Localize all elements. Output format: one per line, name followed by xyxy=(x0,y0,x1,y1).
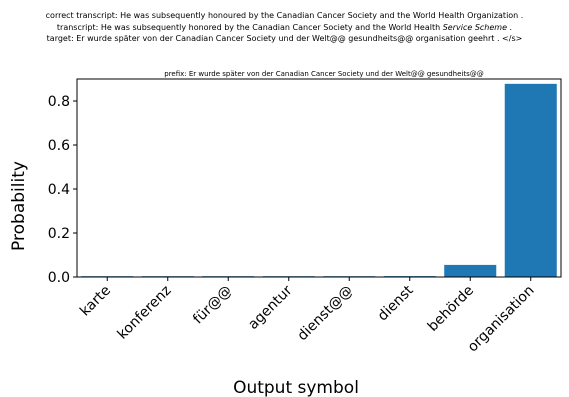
target-line: target: Er wurde später von der Canadian… xyxy=(0,33,569,45)
transcript-line: transcript: He was subsequently honored … xyxy=(0,22,569,34)
x-tick-label: dienst xyxy=(375,282,417,324)
bar-behörde xyxy=(444,264,497,277)
target-text: target: Er wurde später von der Canadian… xyxy=(46,34,523,43)
transcript-text: transcript: He was subsequently honored … xyxy=(56,22,443,32)
correct-transcript-text: correct transcript: He was subsequently … xyxy=(45,11,524,20)
y-tick-label: 0.0 xyxy=(48,270,70,286)
x-tick-label: karte xyxy=(77,283,114,320)
x-axis-label: Output symbol xyxy=(233,378,359,397)
bar-organisation xyxy=(504,83,557,277)
chart-title: prefix: Er wurde später von der Canadian… xyxy=(164,70,483,78)
bars-group xyxy=(81,83,557,277)
x-tick-label: für@@ xyxy=(190,283,235,328)
transcript-suffix-text: . xyxy=(507,22,513,32)
y-tick-label: 0.8 xyxy=(48,94,70,110)
x-tick-label: dienst@@ xyxy=(295,283,357,345)
plot-frame xyxy=(76,78,562,278)
x-tick-label: behörde xyxy=(425,283,477,335)
x-tick-label: konferenz xyxy=(115,283,175,343)
y-tick-label: 0.2 xyxy=(48,226,70,242)
y-tick-label: 0.4 xyxy=(48,182,70,198)
transcript-italic-text: Service Scheme xyxy=(442,22,508,32)
x-tick-label: agentur xyxy=(245,282,295,332)
correct-transcript-line: correct transcript: He was subsequently … xyxy=(0,10,569,22)
transcript-header: correct transcript: He was subsequently … xyxy=(0,10,569,45)
y-tick-label: 0.6 xyxy=(48,138,70,154)
y-axis-label: Probability xyxy=(9,161,29,251)
